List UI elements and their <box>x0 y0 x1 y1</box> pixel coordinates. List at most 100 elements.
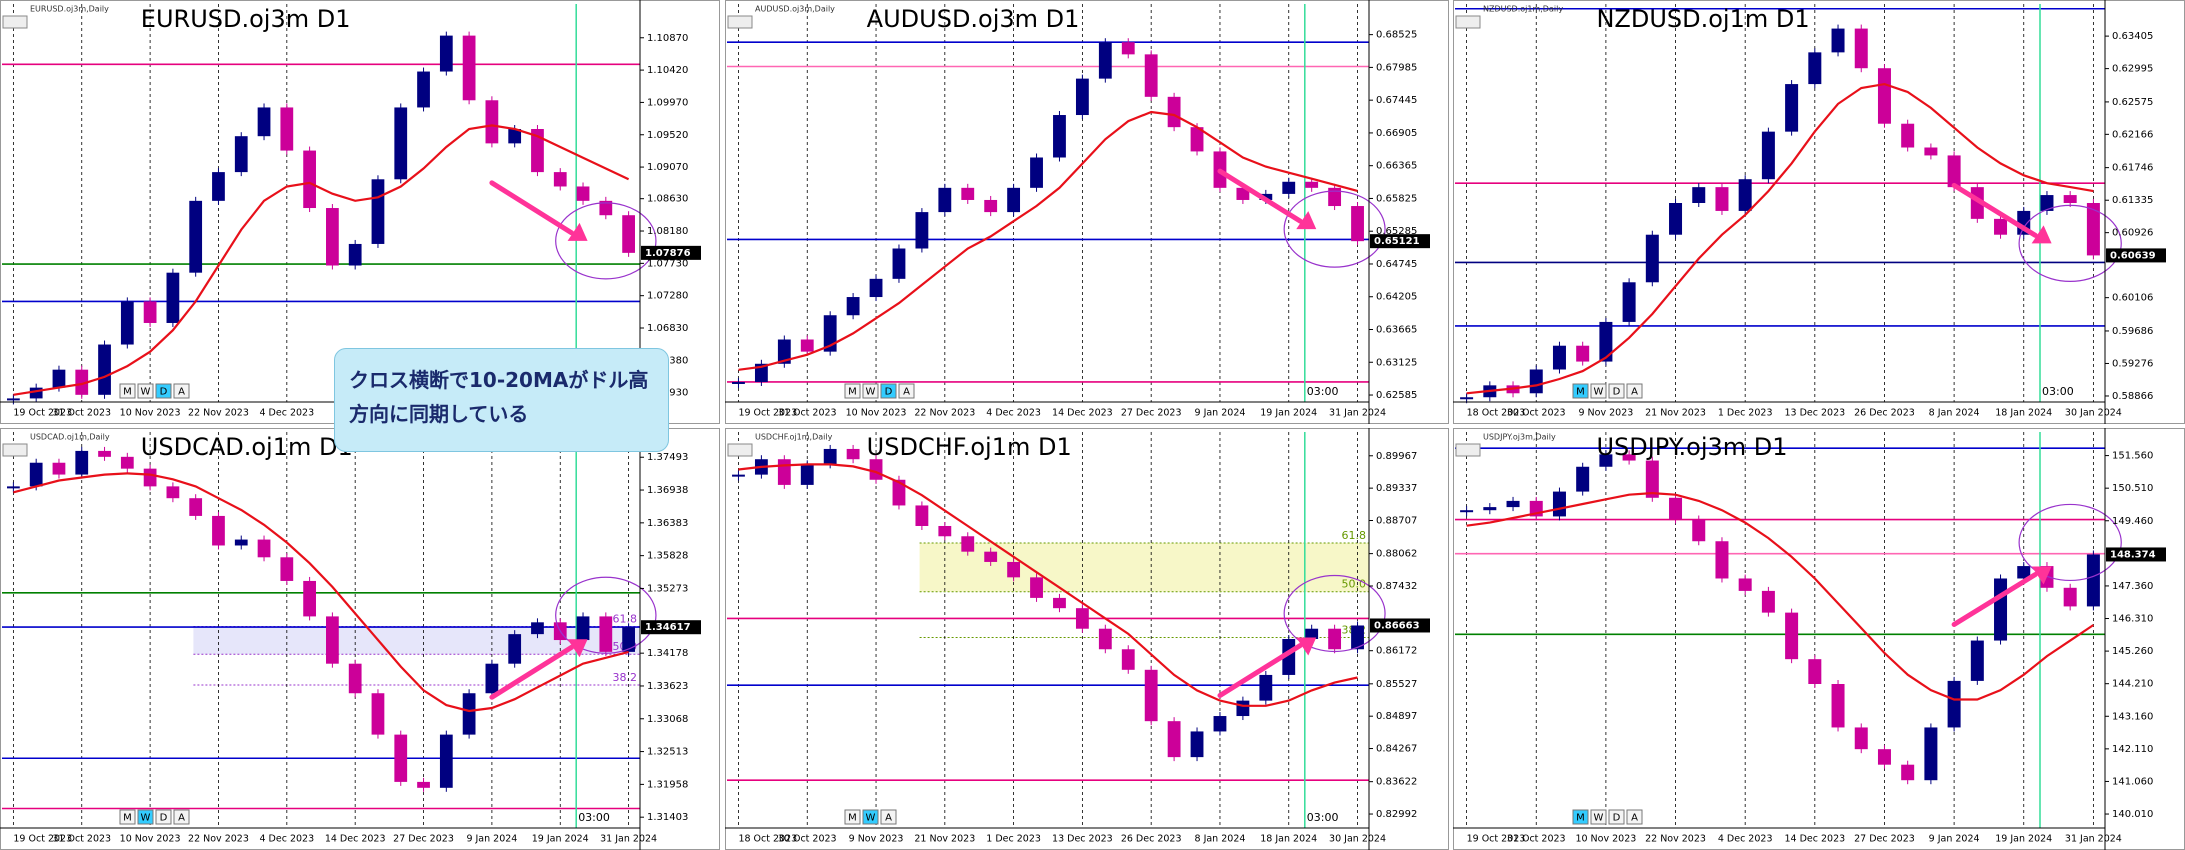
x-tick-label: 13 Dec 2023 <box>1784 408 1845 419</box>
candle <box>1692 187 1706 203</box>
chart-title: EURUSD.oj3m D1 <box>141 5 351 33</box>
timeframe-label[interactable]: W <box>1594 387 1604 398</box>
candle <box>1901 123 1915 148</box>
timeframe-button[interactable] <box>1590 809 1607 825</box>
x-tick-label: 22 Nov 2023 <box>188 834 249 845</box>
timeframe-label[interactable]: D <box>1613 813 1621 824</box>
timeframe-label[interactable]: D <box>885 387 893 398</box>
timeframe-label[interactable]: A <box>178 387 185 398</box>
y-tick-label: 0.61335 <box>2112 195 2153 206</box>
timeframe-label[interactable]: A <box>885 813 892 824</box>
y-tick-label: 0.61746 <box>2112 163 2153 174</box>
timeframe-button[interactable] <box>119 383 136 399</box>
candle <box>212 172 225 201</box>
x-tick-label: 19 Jan 2024 <box>1995 834 2052 845</box>
timeframe-button[interactable] <box>173 809 190 825</box>
trend-arrowhead <box>1296 211 1317 230</box>
candle <box>1785 612 1799 660</box>
timeframe-label[interactable]: W <box>866 813 876 824</box>
candle <box>303 150 316 209</box>
candle <box>823 315 837 352</box>
timeframe-label[interactable]: W <box>866 387 876 398</box>
timeframe-button[interactable] <box>1626 809 1643 825</box>
y-tick-label: 0.59276 <box>2112 358 2153 369</box>
candle <box>869 459 883 480</box>
y-tick-label: 0.60106 <box>2112 293 2153 304</box>
x-tick-label: 9 Nov 2023 <box>849 834 904 845</box>
highlight-ellipse <box>2018 503 2122 582</box>
x-tick-label: 31 Oct 2023 <box>52 408 111 419</box>
candle <box>1259 674 1273 701</box>
candle <box>1669 203 1683 235</box>
y-tick-label: 1.08630 <box>647 194 688 205</box>
y-tick-label: 0.63125 <box>1376 357 1417 368</box>
chart-title: AUDUSD.oj3m D1 <box>867 5 1080 33</box>
timeframe-label[interactable]: M <box>123 387 132 398</box>
candle <box>1808 659 1822 684</box>
candle <box>1075 78 1089 116</box>
timeframe-button[interactable] <box>173 383 190 399</box>
timeframe-label[interactable]: M <box>1576 813 1585 824</box>
y-tick-label: 0.66365 <box>1376 161 1417 172</box>
highlight-ellipse <box>555 576 657 654</box>
candle <box>485 663 499 694</box>
timeframe-button[interactable] <box>119 809 136 825</box>
x-tick-label: 9 Nov 2023 <box>1578 408 1633 419</box>
timeframe-button[interactable] <box>844 383 861 399</box>
candle <box>143 468 157 487</box>
session-label: 03:00 <box>2042 385 2074 398</box>
timeframe-label[interactable]: W <box>1594 813 1604 824</box>
candle <box>622 627 635 652</box>
timeframe-button[interactable] <box>155 809 172 825</box>
candle <box>1947 680 1961 728</box>
timeframe-label[interactable]: M <box>1576 387 1585 398</box>
timeframe-label[interactable]: D <box>160 387 168 398</box>
timeframe-button[interactable] <box>137 383 154 399</box>
timeframe-button[interactable] <box>137 809 154 825</box>
timeframe-label[interactable]: M <box>848 387 857 398</box>
timeframe-button[interactable] <box>1608 383 1625 399</box>
timeframe-label[interactable]: W <box>141 387 151 398</box>
fib-label: 50.0 <box>1342 578 1367 591</box>
timeframe-button[interactable] <box>844 809 861 825</box>
timeframe-label[interactable]: D <box>160 813 168 824</box>
timeframe-label[interactable]: A <box>903 387 910 398</box>
timeframe-button[interactable] <box>898 383 915 399</box>
candle <box>1098 628 1112 650</box>
y-tick-label: 1.35273 <box>647 583 688 594</box>
timeframe-label[interactable]: A <box>178 813 185 824</box>
timeframe-label[interactable]: A <box>1631 387 1638 398</box>
timeframe-button[interactable] <box>155 383 172 399</box>
last-price-label: 0.65121 <box>1374 236 1420 247</box>
candle <box>1552 491 1566 517</box>
timeframe-button[interactable] <box>1608 809 1625 825</box>
timeframe-label[interactable]: M <box>848 813 857 824</box>
candle <box>961 536 975 552</box>
candle <box>508 634 522 664</box>
candle <box>2040 195 2054 211</box>
candle <box>823 448 837 465</box>
y-tick-label: 1.36938 <box>647 485 688 496</box>
trend-arrow <box>1217 168 1303 224</box>
timeframe-button[interactable] <box>862 383 879 399</box>
candle <box>1715 187 1729 211</box>
mn1-box <box>1455 15 1481 29</box>
timeframe-button[interactable] <box>1572 809 1589 825</box>
moving-average <box>738 110 1358 371</box>
timeframe-label[interactable]: M <box>123 813 132 824</box>
timeframe-button[interactable] <box>880 809 897 825</box>
timeframe-label[interactable]: A <box>1631 813 1638 824</box>
y-tick-label: 1.37493 <box>647 452 688 463</box>
candle <box>7 398 20 401</box>
timeframe-button[interactable] <box>1572 383 1589 399</box>
candle <box>961 187 975 200</box>
timeframe-button[interactable] <box>862 809 879 825</box>
timeframe-label[interactable]: W <box>141 813 151 824</box>
timeframe-label[interactable]: D <box>1613 387 1621 398</box>
candle <box>98 344 111 395</box>
timeframe-button[interactable] <box>1626 383 1643 399</box>
y-tick-label: 0.82992 <box>1376 809 1417 820</box>
timeframe-button[interactable] <box>1590 383 1607 399</box>
timeframe-button[interactable] <box>880 383 897 399</box>
y-tick-label: 0.84267 <box>1376 744 1417 755</box>
